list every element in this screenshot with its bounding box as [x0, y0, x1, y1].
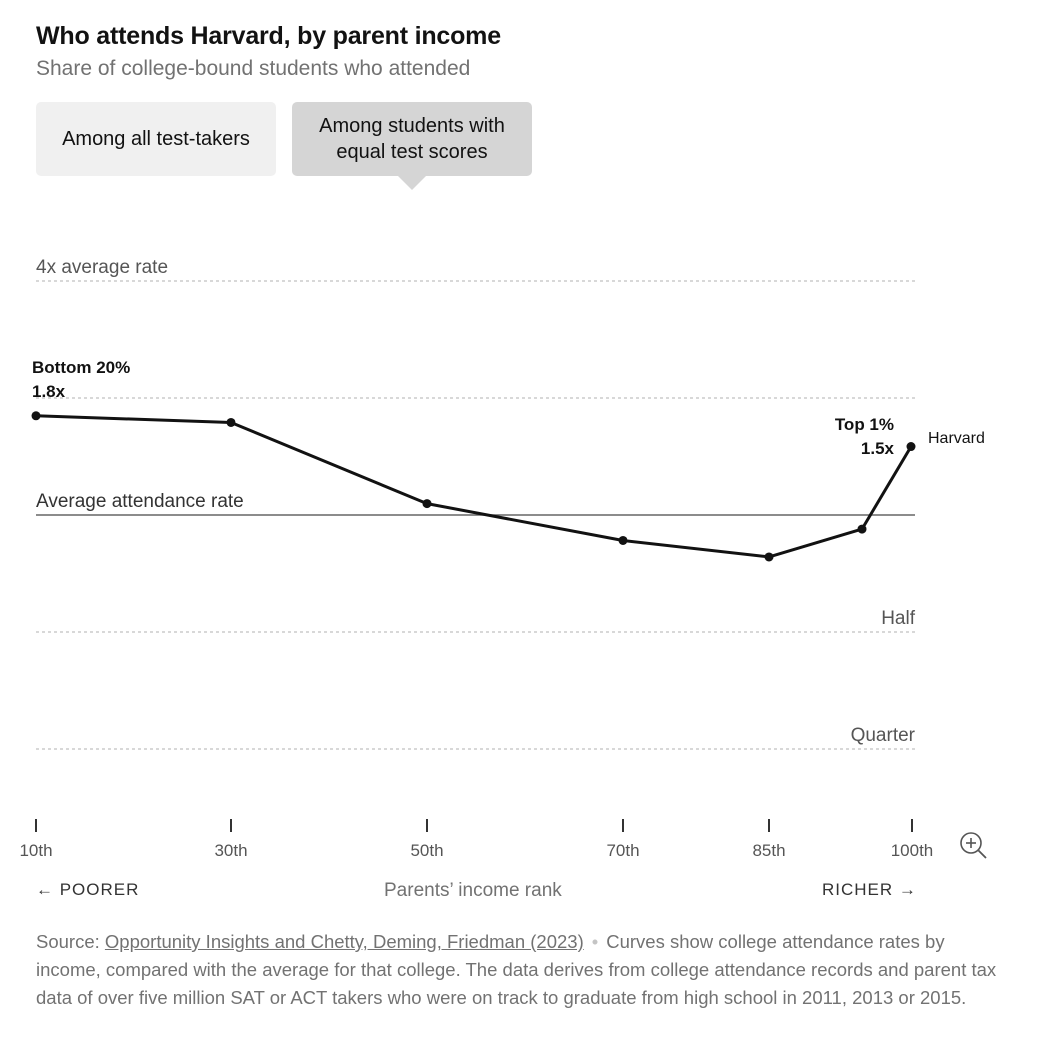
annotation-bottom-20-value: 1.8x	[32, 382, 66, 401]
toggle-equal-test-scores-label: Among students with equal test scores	[319, 115, 505, 163]
annotation-top-1-label: Top 1%	[835, 415, 894, 434]
zoom-in-button[interactable]	[958, 830, 990, 862]
data-point-5	[857, 524, 867, 534]
toggle-equal-test-scores[interactable]: Among students with equal test scores	[292, 102, 532, 190]
zoom-in-icon	[960, 832, 987, 859]
data-point-1	[226, 417, 236, 427]
x-tick-label-3: 70th	[606, 841, 639, 860]
source-description: Curves show college attendance rates by …	[36, 931, 997, 1008]
x-tick-label-2: 50th	[410, 841, 443, 860]
harvard-series-line	[35, 414, 913, 559]
x-tick-label-4: 85th	[752, 841, 785, 860]
annotation-bottom-20-label: Bottom 20%	[32, 358, 130, 377]
source-separator: •	[591, 931, 599, 952]
x-tick-label-0: 10th	[19, 841, 52, 860]
data-point-4	[764, 552, 774, 562]
chart-title: Who attends Harvard, by parent income	[36, 22, 501, 50]
reference-label-0: 4x average rate	[36, 257, 168, 278]
toggle-all-test-takers[interactable]: Among all test-takers	[36, 102, 276, 176]
chart-subtitle: Share of college-bound students who atte…	[36, 57, 471, 80]
data-point-6	[906, 442, 916, 452]
series-label-harvard: Harvard	[928, 430, 985, 447]
reference-label-3: Half	[881, 608, 916, 629]
source-link[interactable]: Opportunity Insights and Chetty, Deming,…	[104, 931, 584, 952]
x-tick-label-5: 100th	[891, 841, 934, 860]
data-point-0	[31, 411, 41, 421]
source-prefix: Source:	[36, 931, 105, 952]
annotation-top-1-value: 1.5x	[861, 439, 895, 458]
data-point-3	[618, 535, 628, 545]
data-point-2	[422, 499, 432, 509]
x-tick-label-1: 30th	[214, 841, 247, 860]
reference-label-2: Average attendance rate	[36, 491, 244, 512]
reference-label-4: Quarter	[851, 725, 916, 746]
x-axis-title: Parents’ income rank	[384, 880, 562, 901]
richer-direction-label: RICHER →	[822, 880, 917, 899]
source-note: Source: Opportunity Insights and Chetty,…	[36, 928, 1006, 1012]
poorer-direction-label: ← POORER	[36, 880, 140, 899]
toggle-all-test-takers-label: Among all test-takers	[62, 128, 250, 150]
